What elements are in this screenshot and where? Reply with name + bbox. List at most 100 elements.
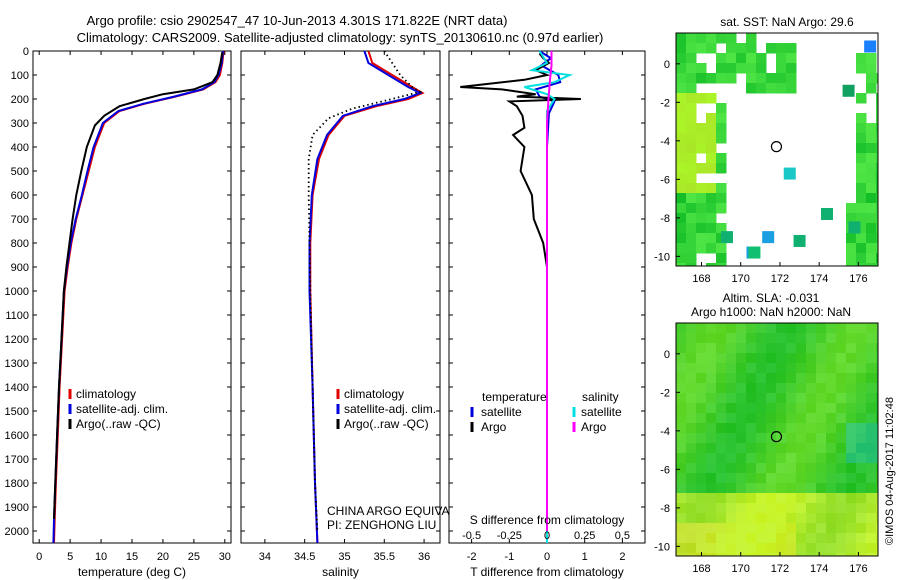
map-cell <box>766 403 777 414</box>
map-cell <box>756 353 767 364</box>
map-cell <box>726 523 737 534</box>
map-cell <box>796 423 807 434</box>
map-cell <box>866 53 877 64</box>
map-cell <box>876 473 878 484</box>
map-cell <box>856 63 867 74</box>
map-cell <box>806 513 817 524</box>
map-cell <box>786 453 797 464</box>
map-cell <box>686 353 697 364</box>
map-cell <box>696 143 707 154</box>
map-cell <box>806 383 817 394</box>
map-cell <box>706 163 717 174</box>
map-cell <box>836 443 847 454</box>
plot-frame <box>240 50 441 544</box>
x-tick-label: 168 <box>692 273 710 285</box>
title-line2: Climatology: CARS2009. Satellite-adjuste… <box>77 30 604 45</box>
map-cell <box>876 363 878 374</box>
map-cell <box>766 323 777 334</box>
x-tick-label: 172 <box>771 563 789 575</box>
map-cell <box>686 213 697 224</box>
map-cell <box>816 463 827 474</box>
map-cell <box>846 463 857 474</box>
y-tick-label: -8 <box>660 503 670 515</box>
map-cell <box>836 403 847 414</box>
map-cell <box>786 543 797 554</box>
map-cell <box>876 453 878 464</box>
map-cell <box>876 383 878 394</box>
map-cell <box>866 143 877 154</box>
map-cell <box>796 513 807 524</box>
map-cell <box>686 143 697 154</box>
map-cell <box>736 543 747 554</box>
map-cell <box>836 553 847 556</box>
map-cell <box>816 353 827 364</box>
map-cell <box>826 373 837 384</box>
map-cell <box>756 433 767 444</box>
map-cell <box>856 223 867 234</box>
map-cell <box>696 323 707 334</box>
map-cell <box>706 193 717 204</box>
map-cell <box>856 123 867 134</box>
map-cell <box>846 353 857 364</box>
map-cell <box>876 523 878 534</box>
map-title-line2: Argo h1000: NaN h2000: NaN <box>691 305 851 319</box>
map-cell <box>816 403 827 414</box>
map-cell <box>726 353 737 364</box>
map-cell <box>806 443 817 454</box>
map-cell <box>786 63 797 74</box>
map-cell <box>796 393 807 404</box>
map-cell <box>716 483 727 494</box>
map-cell <box>786 473 797 484</box>
map-cell <box>716 503 727 514</box>
legend-label-salinity: Argo <box>581 420 607 434</box>
map-cell <box>696 383 707 394</box>
map-cell <box>786 403 797 414</box>
map-cell <box>816 343 827 354</box>
map-cell <box>686 63 697 74</box>
map-cell <box>776 333 787 344</box>
map-cell <box>876 263 878 266</box>
map-cell <box>686 493 697 504</box>
map-cell <box>696 203 707 214</box>
map-cell <box>776 453 787 464</box>
map-cell <box>776 63 787 74</box>
map-cell <box>816 363 827 374</box>
map-cell <box>866 553 877 556</box>
map-cell <box>746 433 757 444</box>
y-tick-label: 300 <box>11 118 29 130</box>
map-cell <box>726 373 737 384</box>
map-cell <box>836 413 847 424</box>
map-cell <box>776 523 787 534</box>
map-cell <box>716 423 727 434</box>
map-cell <box>676 53 687 64</box>
map-cell <box>756 493 767 504</box>
map-cell <box>686 103 697 114</box>
map-cell <box>696 233 707 244</box>
map-cell <box>816 323 827 334</box>
map-cell <box>736 383 747 394</box>
map-cell <box>796 373 807 384</box>
map-cell <box>706 493 717 504</box>
map-cell <box>746 343 757 354</box>
map-cell <box>856 393 867 404</box>
map-cell <box>856 153 867 164</box>
map-cell <box>766 493 777 504</box>
map-cell <box>766 83 777 94</box>
map-cell <box>706 323 717 334</box>
map-cell <box>676 93 687 104</box>
map-cell <box>736 433 747 444</box>
map-cell <box>876 193 878 204</box>
map-cell <box>786 393 797 404</box>
map-cell <box>676 393 687 404</box>
map-cell <box>746 533 757 544</box>
map-cell <box>746 43 757 54</box>
map-cell <box>696 33 707 44</box>
map-cell <box>706 143 717 154</box>
map-cell <box>876 483 878 494</box>
map-cell <box>846 393 857 404</box>
map-cell <box>846 553 857 556</box>
map-cell <box>826 513 837 524</box>
map-cell <box>746 73 757 84</box>
map-cell <box>806 543 817 554</box>
legend-header-salinity: salinity <box>582 390 619 404</box>
